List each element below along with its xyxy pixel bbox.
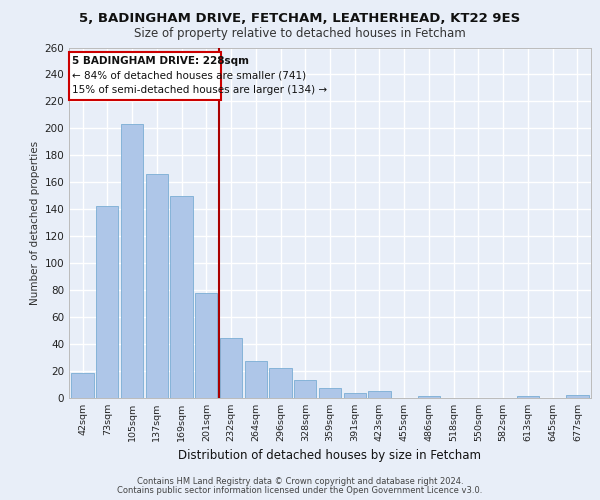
- Bar: [170, 196, 193, 398]
- Bar: [220, 338, 242, 398]
- Bar: [195, 292, 217, 398]
- Bar: [245, 361, 267, 398]
- Text: 15% of semi-detached houses are larger (134) →: 15% of semi-detached houses are larger (…: [72, 85, 327, 95]
- Bar: [146, 174, 168, 398]
- Text: Contains HM Land Registry data © Crown copyright and database right 2024.: Contains HM Land Registry data © Crown c…: [137, 477, 463, 486]
- Text: ← 84% of detached houses are smaller (741): ← 84% of detached houses are smaller (74…: [72, 70, 306, 81]
- Bar: [368, 391, 391, 398]
- Bar: [566, 395, 589, 398]
- Text: Contains public sector information licensed under the Open Government Licence v3: Contains public sector information licen…: [118, 486, 482, 495]
- Bar: [344, 394, 366, 398]
- Bar: [121, 124, 143, 398]
- Text: Size of property relative to detached houses in Fetcham: Size of property relative to detached ho…: [134, 28, 466, 40]
- Bar: [294, 380, 316, 398]
- Bar: [269, 368, 292, 398]
- Bar: [517, 396, 539, 398]
- Y-axis label: Number of detached properties: Number of detached properties: [30, 140, 40, 304]
- FancyBboxPatch shape: [69, 52, 221, 100]
- Bar: [71, 374, 94, 398]
- Bar: [319, 388, 341, 398]
- Text: 5, BADINGHAM DRIVE, FETCHAM, LEATHERHEAD, KT22 9ES: 5, BADINGHAM DRIVE, FETCHAM, LEATHERHEAD…: [79, 12, 521, 26]
- Text: 5 BADINGHAM DRIVE: 228sqm: 5 BADINGHAM DRIVE: 228sqm: [72, 56, 249, 66]
- Bar: [96, 206, 118, 398]
- X-axis label: Distribution of detached houses by size in Fetcham: Distribution of detached houses by size …: [179, 449, 482, 462]
- Bar: [418, 396, 440, 398]
